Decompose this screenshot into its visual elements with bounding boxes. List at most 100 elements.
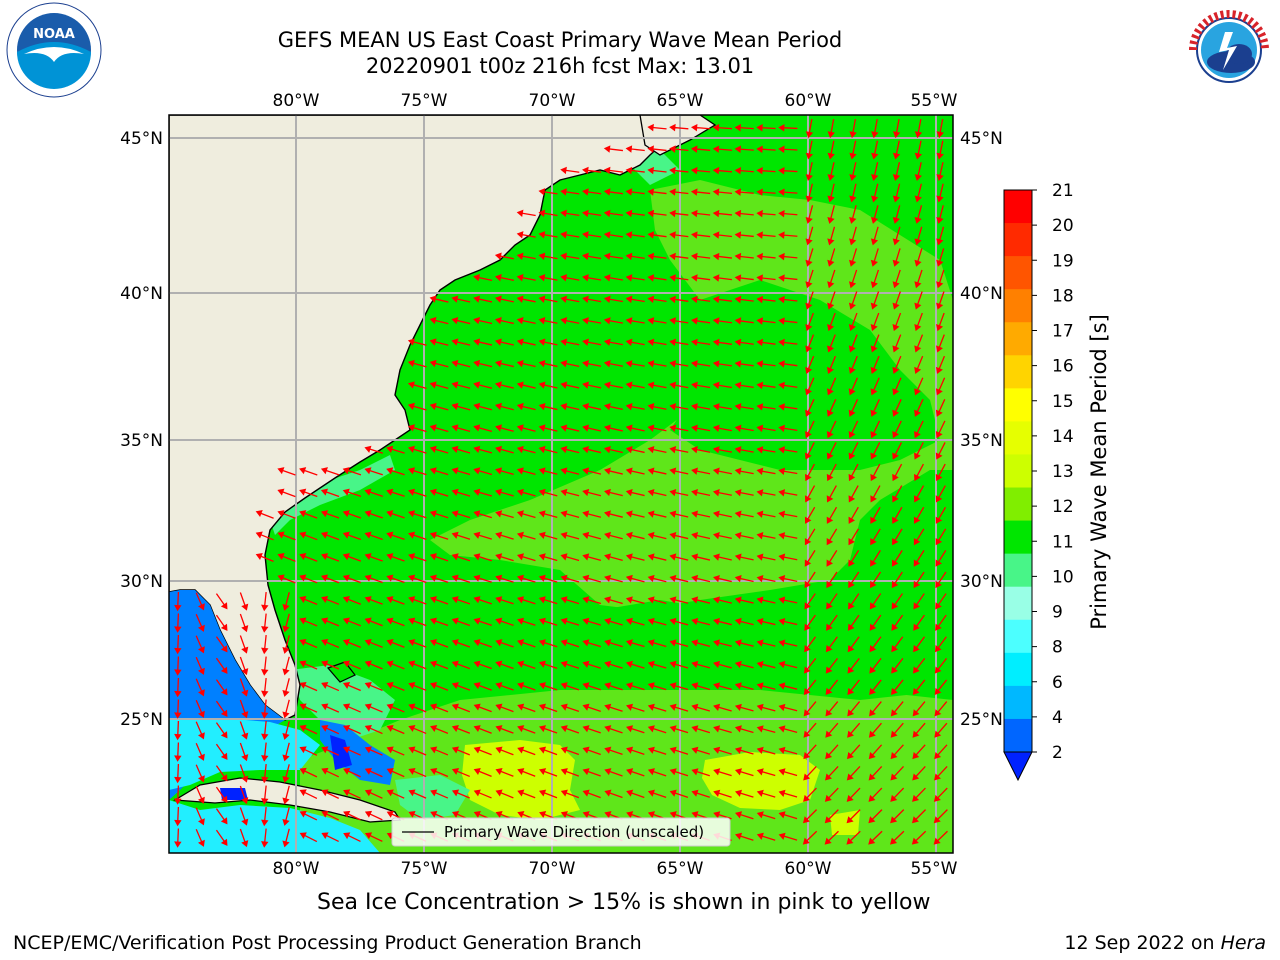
wave-arrow xyxy=(756,338,776,347)
wave-arrow xyxy=(282,699,290,719)
wave-arrow xyxy=(756,360,776,368)
wave-arrow xyxy=(321,660,340,670)
lat-label: 30°N xyxy=(120,572,163,592)
wave-arrow xyxy=(473,316,493,325)
wave-arrow xyxy=(892,205,901,224)
wave-arrow xyxy=(891,571,903,589)
wave-arrow xyxy=(805,205,814,224)
noaa-logo: NOAA xyxy=(6,2,102,98)
wave-arrow xyxy=(386,467,405,476)
wave-arrow xyxy=(690,188,711,196)
wave-arrow xyxy=(827,226,836,246)
wave-arrow xyxy=(869,593,882,610)
wave-arrow xyxy=(825,679,839,696)
lon-label: 60°W xyxy=(785,859,832,879)
wave-arrow xyxy=(805,162,813,182)
wave-arrow xyxy=(936,205,944,224)
wave-arrow xyxy=(342,724,361,735)
wave-arrow xyxy=(847,636,860,653)
colorbar-segment xyxy=(1004,553,1032,588)
wave-arrow xyxy=(299,574,318,584)
wave-arrow xyxy=(778,424,798,433)
wave-arrow xyxy=(516,574,536,583)
wave-arrow xyxy=(342,467,362,476)
wave-arrow xyxy=(430,725,449,734)
wave-arrow xyxy=(756,274,776,282)
wave-arrow xyxy=(407,467,427,476)
wave-arrow xyxy=(734,725,754,734)
wave-arrow xyxy=(827,334,836,353)
wave-arrow xyxy=(560,725,580,734)
wave-arrow xyxy=(429,639,449,648)
wave-arrow xyxy=(299,467,318,476)
wave-arrow xyxy=(805,140,814,160)
wave-arrow xyxy=(408,725,427,735)
wave-arrow xyxy=(407,338,427,346)
wave-arrow xyxy=(255,553,274,562)
wave-arrow xyxy=(321,724,340,735)
wave-arrow xyxy=(914,420,924,439)
wave-arrow xyxy=(869,636,882,653)
wave-arrow xyxy=(669,467,689,475)
wave-arrow xyxy=(734,639,754,647)
colorbar-segment xyxy=(1004,454,1032,489)
wave-arrow xyxy=(914,312,923,332)
wave-arrow xyxy=(826,593,838,610)
wave-arrow xyxy=(892,334,902,353)
wave-arrow xyxy=(778,467,798,475)
wave-arrow xyxy=(625,660,645,669)
wave-arrow xyxy=(868,787,883,802)
wave-arrow xyxy=(195,828,205,847)
wave-arrow xyxy=(734,295,754,304)
wave-arrow xyxy=(625,403,645,411)
wave-arrow xyxy=(195,635,205,654)
wave-arrow xyxy=(734,768,754,777)
wave-arrow xyxy=(936,140,944,160)
wave-arrow xyxy=(935,506,947,524)
wave-arrow xyxy=(364,832,383,842)
wave-arrow xyxy=(604,617,623,626)
wave-arrow xyxy=(342,681,361,692)
wave-arrow xyxy=(451,617,471,627)
wave-arrow xyxy=(870,334,880,353)
wave-arrow xyxy=(778,167,798,175)
wave-arrow xyxy=(560,488,580,497)
wave-arrow xyxy=(364,789,383,799)
wave-arrow xyxy=(495,596,514,605)
wave-arrow xyxy=(582,660,601,669)
wave-arrow xyxy=(625,445,645,454)
wave-arrow xyxy=(215,614,228,631)
wave-arrow xyxy=(560,402,580,411)
wave-arrow xyxy=(778,403,798,411)
wave-arrow xyxy=(690,123,711,132)
wave-arrow xyxy=(321,767,340,778)
wave-arrow xyxy=(935,485,946,503)
wave-arrow xyxy=(517,768,536,777)
wave-arrow xyxy=(516,209,536,217)
wave-arrow xyxy=(847,701,861,717)
wave-arrow xyxy=(261,613,269,633)
wave-arrow xyxy=(625,510,645,518)
wave-arrow xyxy=(756,317,776,325)
wave-arrow xyxy=(669,252,689,261)
wave-arrow xyxy=(913,593,925,610)
wave-arrow xyxy=(936,291,945,310)
wave-arrow xyxy=(473,746,492,756)
wave-arrow xyxy=(712,145,733,153)
wave-arrow xyxy=(538,725,558,734)
wave-arrow xyxy=(429,574,449,584)
wave-arrow xyxy=(756,768,776,777)
wave-arrow xyxy=(582,789,601,799)
wave-arrow xyxy=(560,789,580,799)
wave-arrow xyxy=(429,381,449,389)
wave-arrow xyxy=(625,317,645,325)
colorbar-tick-label: 2 xyxy=(1052,743,1063,763)
wave-arrow xyxy=(933,787,948,802)
wave-arrow xyxy=(364,660,383,670)
wave-arrow xyxy=(174,656,182,676)
wave-arrow xyxy=(386,617,405,627)
wave-arrow xyxy=(603,317,623,325)
wave-arrow xyxy=(195,785,205,804)
wave-arrow xyxy=(625,295,645,304)
wave-arrow xyxy=(825,744,839,760)
